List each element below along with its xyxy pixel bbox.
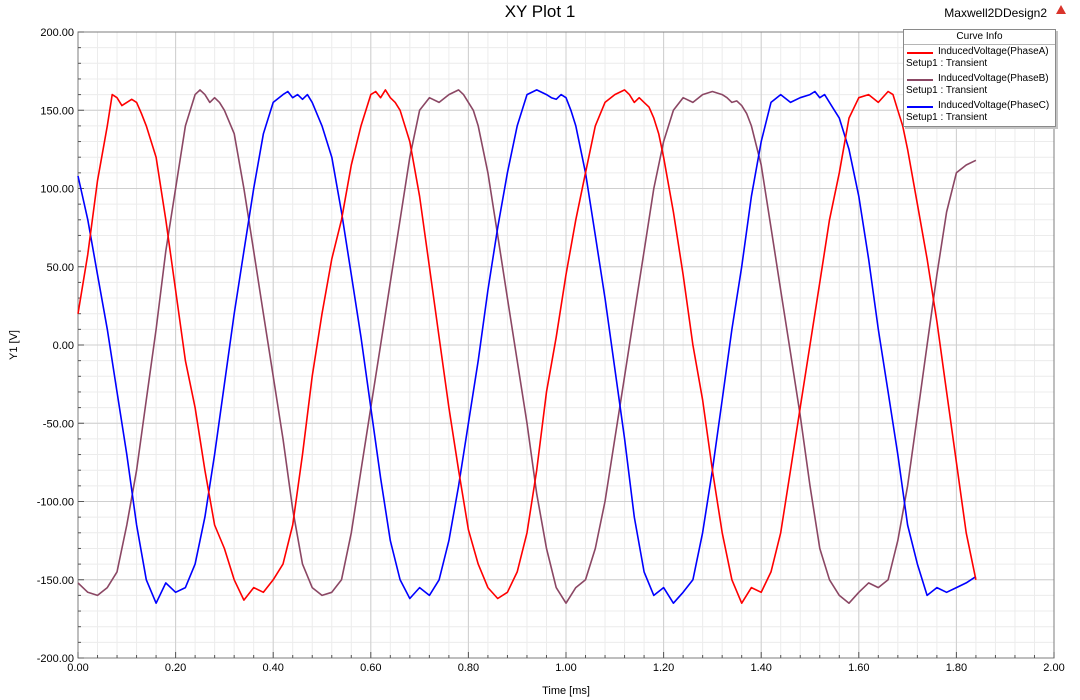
legend-entry-name: InducedVoltage(PhaseA) (938, 46, 1049, 57)
x-tick-label: 1.80 (946, 662, 967, 674)
x-tick-label: 0.60 (360, 662, 381, 674)
y-axis-label: Y1 [V] (8, 330, 20, 360)
design-name: Maxwell2DDesign2 (944, 6, 1047, 20)
legend-title: Curve Info (904, 30, 1055, 45)
legend-entry-phase-b[interactable]: InducedVoltage(PhaseB) Setup1 : Transien… (904, 73, 1055, 99)
legend-entry-name: InducedVoltage(PhaseC) (938, 100, 1050, 111)
curve-info-legend[interactable]: Curve Info InducedVoltage(PhaseA) Setup1… (903, 29, 1056, 127)
legend-entry-phase-c[interactable]: InducedVoltage(PhaseC) Setup1 : Transien… (904, 100, 1055, 126)
legend-entry-name: InducedVoltage(PhaseB) (938, 73, 1049, 84)
y-tick-label: -50.00 (43, 418, 74, 430)
x-tick-label: 2.00 (1043, 662, 1064, 674)
x-tick-label: 0.40 (262, 662, 283, 674)
x-tick-label: 1.00 (555, 662, 576, 674)
series-layer[interactable] (77, 89, 977, 605)
plot-title: XY Plot 1 (504, 2, 576, 21)
y-tick-label: 100.00 (40, 184, 74, 196)
x-tick-label: 1.60 (848, 662, 869, 674)
y-tick-labels: 200.00 150.00 100.00 50.00 0.00 -50.00 -100.00… (37, 27, 74, 665)
legend-line-swatch (907, 79, 933, 81)
series-line-inducedvoltage-phasec[interactable] (77, 89, 977, 605)
y-tick-label: -150.00 (37, 575, 74, 587)
x-tick-label: 0.20 (165, 662, 186, 674)
y-tick-label: 0.00 (53, 340, 74, 352)
y-tick-label: 50.00 (46, 262, 74, 274)
x-tick-label: 0.00 (67, 662, 88, 674)
y-tick-label: -200.00 (37, 653, 74, 665)
x-tick-label: 1.20 (653, 662, 674, 674)
axis-ticks (77, 31, 1055, 659)
x-tick-labels: 0.00 0.20 0.40 0.60 0.80 1.00 1.20 1.40 1.60 1.80… (67, 662, 1064, 674)
legend-line-swatch (907, 106, 933, 108)
legend-entry-phase-a[interactable]: InducedVoltage(PhaseA) Setup1 : Transien… (904, 46, 1055, 72)
x-tick-label: 1.40 (750, 662, 771, 674)
series-line-inducedvoltage-phaseb[interactable] (77, 89, 977, 605)
legend-entry-setup: Setup1 : Transient (906, 112, 988, 123)
legend-entry-setup: Setup1 : Transient (906, 85, 988, 96)
series-line-inducedvoltage-phasea[interactable] (77, 89, 977, 605)
legend-entry-setup: Setup1 : Transient (906, 58, 988, 69)
legend-line-swatch (907, 52, 933, 54)
x-tick-label: 0.80 (458, 662, 479, 674)
ansys-logo-icon (1056, 5, 1066, 14)
y-tick-label: -100.00 (37, 497, 74, 509)
y-tick-label: 200.00 (40, 27, 74, 39)
x-axis-label: Time [ms] (542, 685, 590, 697)
y-tick-label: 150.00 (40, 105, 74, 117)
